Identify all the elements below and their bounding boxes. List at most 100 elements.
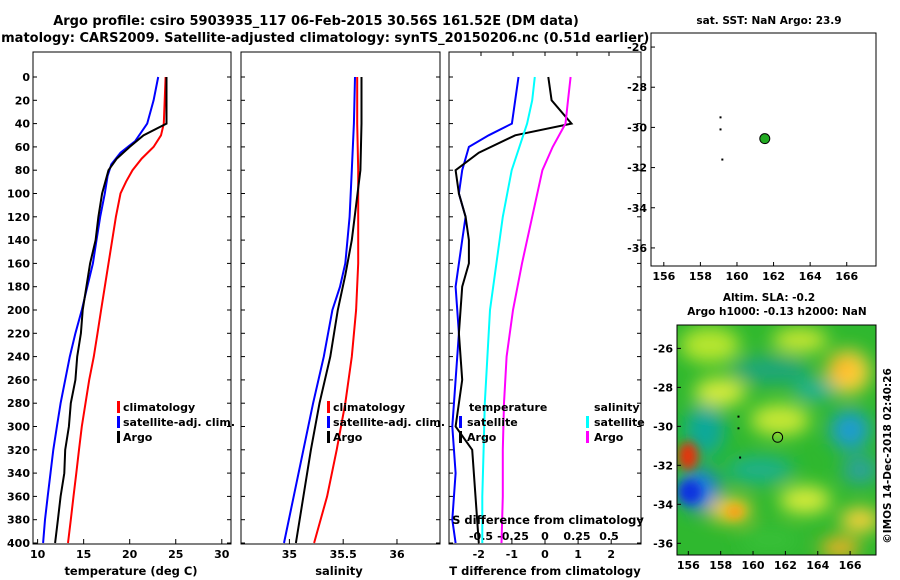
x-tick-label: 35.5 <box>330 548 357 561</box>
map-y-tick-label: -28 <box>653 381 673 394</box>
series-line-climatology <box>67 76 167 544</box>
x-tick-label: -1 <box>506 548 518 561</box>
legend-swatch-satellite-adj <box>117 416 120 428</box>
salinity-x-label: salinity <box>315 564 363 578</box>
map-y-tick-label: -36 <box>627 242 647 255</box>
series-line-salinity-satellite <box>481 76 536 543</box>
depth-tick-label: 400 <box>7 537 30 550</box>
figure-title-line2: Climatology: CARS2009. Satellite-adjuste… <box>0 31 649 46</box>
sla-map-subtitle: Argo h1000: -0.13 h2000: NaN <box>687 306 866 318</box>
legend-label-satellite-adj: satellite-adj. clim. <box>333 416 445 429</box>
legend-label-argo: Argo <box>333 431 363 444</box>
legend-swatch-argo <box>117 431 120 443</box>
x-tick-label: 0 <box>541 548 549 561</box>
legend-swatch-temp-argo <box>459 431 462 443</box>
legend-swatch-temp-satellite <box>459 416 462 428</box>
map-y-tick-label: -36 <box>653 537 673 550</box>
top-x-tick-label: -0.25 <box>497 530 529 543</box>
map-x-tick-label: 156 <box>677 559 700 572</box>
depth-tick-label: 240 <box>7 351 30 364</box>
legend-label-temp-argo: Argo <box>467 431 497 444</box>
salinity-legend: climatology satellite-adj. clim. Argo <box>327 401 445 444</box>
coast-dot <box>719 116 722 119</box>
depth-tick-label: 40 <box>15 118 31 131</box>
map-x-tick-label: 156 <box>652 270 675 283</box>
x-tick-label: 35 <box>282 548 297 561</box>
depth-tick-label: 340 <box>7 467 30 480</box>
depth-tick-label: 80 <box>15 164 31 177</box>
series-line-satellite-adj-clim- <box>283 76 356 544</box>
sla-map: 156 158 160 162 164 166 -26 -28 -30 -32 -34 -36 <box>653 324 877 572</box>
map-x-tick-label: 160 <box>742 559 765 572</box>
x-tick-label: 25 <box>168 548 183 561</box>
map-x-tick-label: 164 <box>806 559 829 572</box>
map-y-tick-label: -30 <box>653 420 673 433</box>
depth-tick-label: 120 <box>7 211 30 224</box>
depth-tick-label: 160 <box>7 257 30 270</box>
map-x-tick-label: 164 <box>799 270 822 283</box>
sla-map-title: Altim. SLA: -0.2 <box>723 292 815 304</box>
map-y-tick-label: -26 <box>627 41 647 54</box>
top-x-tick-label: -0.5 <box>469 530 493 543</box>
map-x-tick-label: 162 <box>762 270 785 283</box>
map-y-tick-label: -32 <box>627 162 647 175</box>
legend-swatch-climatology <box>117 401 120 413</box>
series-line-salinity-argo <box>500 76 572 544</box>
legend-title-salinity: salinity <box>594 401 640 414</box>
depth-tick-label: 0 <box>22 71 30 84</box>
legend-swatch-satellite-adj <box>327 416 330 428</box>
map-y-tick-label: -28 <box>627 81 647 94</box>
legend-label-climatology: climatology <box>333 401 405 414</box>
series-line-argo <box>294 77 363 544</box>
map-x-tick-label: 166 <box>839 559 862 572</box>
legend-label-satellite-adj: satellite-adj. clim. <box>123 416 235 429</box>
map-y-tick-label: -32 <box>653 459 673 472</box>
x-tick-label: 15 <box>76 548 91 561</box>
depth-tick-label: 260 <box>7 374 30 387</box>
difference-plot: -2 -1 0 1 2 -0.5 -0.25 0 0.25 0.5 temperature sat… <box>448 51 645 578</box>
legend-label-sal-argo: Argo <box>594 431 624 444</box>
sla-heatmap <box>677 325 876 555</box>
coast-dot <box>737 427 740 430</box>
x-tick-label: 20 <box>122 548 138 561</box>
top-x-tick-label: 0 <box>541 530 549 543</box>
map-x-tick-label: 166 <box>835 270 858 283</box>
series-line-argo <box>54 77 168 544</box>
legend-swatch-climatology <box>327 401 330 413</box>
map-x-tick-label: 158 <box>709 559 732 572</box>
depth-tick-label: 360 <box>7 490 30 503</box>
float-position-marker <box>772 431 784 443</box>
difference-plot-frame <box>448 51 642 545</box>
map-y-tick-label: -26 <box>653 342 673 355</box>
x-tick-label: 1 <box>574 548 582 561</box>
depth-tick-label: 180 <box>7 281 30 294</box>
coast-dot <box>719 128 722 131</box>
map-x-tick-label: 162 <box>774 559 797 572</box>
map-y-tick-label: -34 <box>627 202 647 215</box>
x-tick-label: 10 <box>30 548 46 561</box>
depth-tick-label: 200 <box>7 304 30 317</box>
legend-swatch-sal-satellite <box>586 416 589 428</box>
legend-swatch-sal-argo <box>586 431 589 443</box>
legend-label-climatology: climatology <box>123 401 195 414</box>
x-tick-label: 30 <box>214 548 230 561</box>
sst-map-frame <box>650 32 877 267</box>
map-x-tick-label: 158 <box>689 270 712 283</box>
series-line-temperature-satellite <box>451 76 520 544</box>
coast-dot <box>739 456 742 459</box>
salinity-plot-frame <box>240 51 441 545</box>
legend-label-argo: Argo <box>123 431 153 444</box>
depth-tick-label: 100 <box>7 188 30 201</box>
legend-swatch-argo <box>327 431 330 443</box>
legend-label-temp-satellite: satellite <box>467 416 518 429</box>
coast-dot <box>737 415 740 418</box>
temperature-legend: climatology satellite-adj. clim. Argo <box>117 401 235 444</box>
sla-map-frame <box>676 324 877 556</box>
x-tick-label: -2 <box>473 548 485 561</box>
legend-title-temperature: temperature <box>469 401 547 414</box>
map-y-tick-label: -30 <box>627 121 647 134</box>
sst-map-title: sat. SST: NaN Argo: 23.9 <box>696 15 841 27</box>
temperature-plot: 0 20 40 60 80 100 120 140 160 180 200 220 240 260 280 3… <box>7 51 235 578</box>
map-x-tick-label: 160 <box>725 270 748 283</box>
series-line-climatology <box>313 77 360 544</box>
